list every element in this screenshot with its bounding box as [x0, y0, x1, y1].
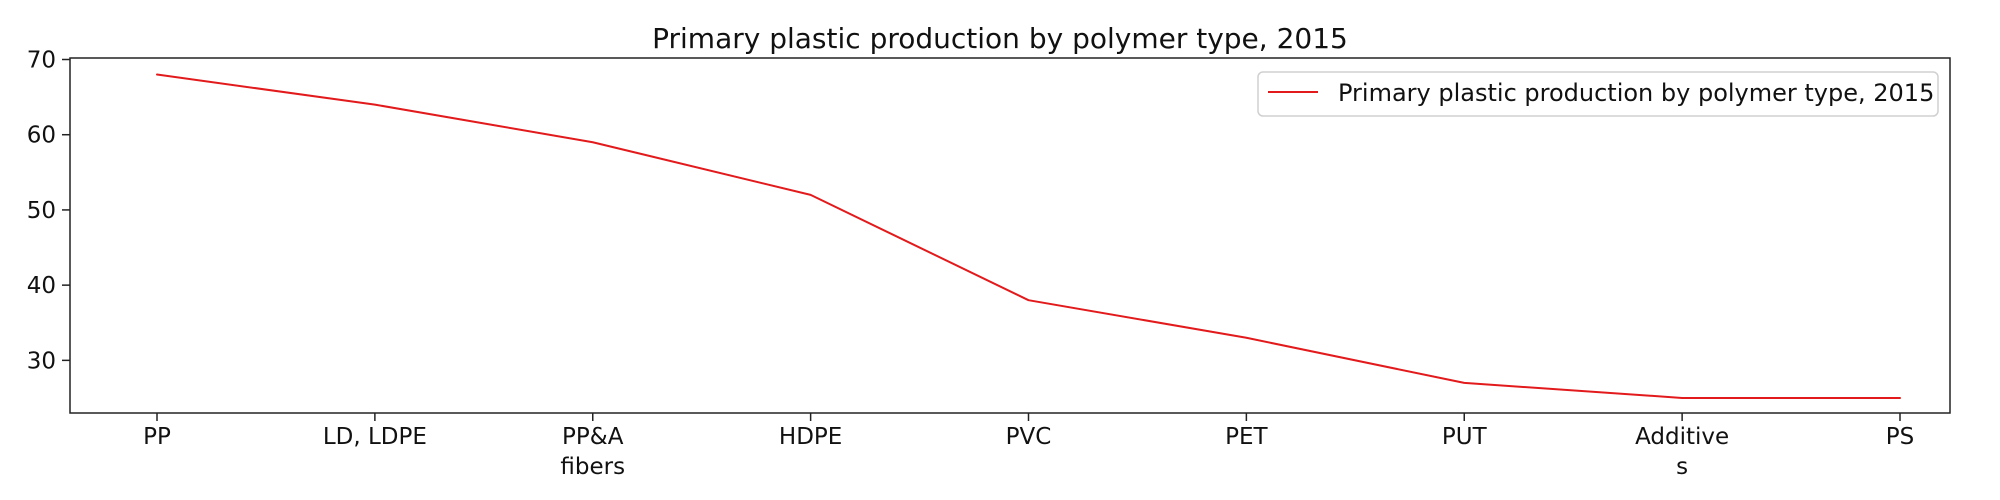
data-point — [1461, 380, 1467, 386]
data-point — [1897, 395, 1903, 401]
x-tick-label-line: Additive — [1635, 424, 1729, 450]
x-tick-label-line: HDPE — [779, 424, 842, 450]
plot-area — [69, 57, 1951, 414]
x-tick-label-line: PS — [1886, 424, 1914, 450]
chart-title: Primary plastic production by polymer ty… — [652, 22, 1348, 55]
data-point — [590, 139, 596, 145]
series-line — [156, 73, 1901, 399]
x-tick-label: PS — [1886, 424, 1914, 450]
legend: Primary plastic production by polymer ty… — [1257, 71, 1939, 117]
x-tick-label-line: PET — [1225, 424, 1268, 450]
x-tick-label: PUT — [1442, 424, 1488, 450]
x-axis: PP LD, LDPE PP&A fibers HDPE PVC PET PUT Additiv… — [143, 413, 1914, 480]
series-layer — [154, 72, 1903, 401]
x-tick-label-line: PUT — [1442, 424, 1488, 450]
x-tick-label-line: LD, LDPE — [323, 424, 427, 450]
y-axis: 30 40 50 60 70 — [27, 48, 70, 374]
x-tick-label-line: fibers — [560, 454, 625, 480]
y-tick-label: 30 — [27, 348, 56, 374]
x-tick-label: PET — [1225, 424, 1268, 450]
x-tick-label: PP&A fibers — [560, 424, 625, 480]
x-tick-label: LD, LDPE — [323, 424, 427, 450]
data-point — [1679, 395, 1685, 401]
y-tick-label: 70 — [27, 48, 56, 74]
legend-box — [1257, 71, 1939, 117]
x-tick-label: PP — [143, 424, 171, 450]
data-point — [372, 102, 378, 108]
x-tick-label: PVC — [1006, 424, 1052, 450]
legend-label: Primary plastic production by polymer ty… — [1338, 79, 1934, 107]
data-point — [1244, 335, 1250, 341]
y-tick-label: 50 — [27, 198, 56, 224]
x-tick-label-line: PP — [143, 424, 171, 450]
y-tick-label: 40 — [27, 273, 56, 299]
x-tick-label: HDPE — [779, 424, 842, 450]
x-tick-label-line: PP&A — [562, 424, 624, 450]
data-point — [1026, 297, 1032, 303]
data-point — [808, 192, 814, 198]
x-tick-label: Additive s — [1635, 424, 1729, 480]
x-tick-label-line: s — [1676, 454, 1688, 480]
y-tick-label: 60 — [27, 123, 56, 149]
x-tick-label-line: PVC — [1006, 424, 1052, 450]
data-point — [154, 72, 160, 78]
